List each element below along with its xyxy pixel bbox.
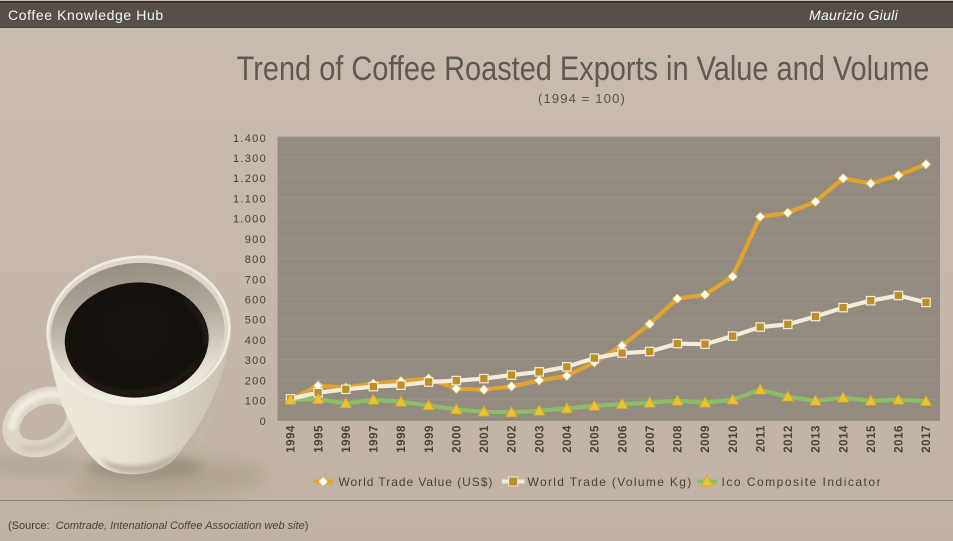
svg-text:300: 300 — [245, 355, 267, 367]
svg-text:2008: 2008 — [673, 425, 685, 453]
svg-text:1.300: 1.300 — [233, 153, 267, 165]
svg-text:2012: 2012 — [783, 425, 795, 453]
svg-text:500: 500 — [245, 315, 267, 327]
svg-text:2002: 2002 — [507, 425, 519, 453]
svg-text:1994: 1994 — [286, 425, 298, 453]
svg-text:World Trade (Volume Kg): World Trade (Volume Kg) — [528, 475, 693, 489]
svg-text:1.200: 1.200 — [233, 173, 267, 185]
svg-text:2013: 2013 — [811, 425, 823, 453]
svg-text:2016: 2016 — [894, 425, 906, 453]
svg-text:1.100: 1.100 — [233, 193, 267, 205]
svg-text:1997: 1997 — [369, 425, 381, 453]
svg-text:2015: 2015 — [866, 425, 878, 453]
svg-text:2007: 2007 — [645, 425, 657, 453]
svg-text:400: 400 — [245, 335, 267, 347]
svg-text:1998: 1998 — [396, 425, 408, 453]
svg-text:1.400: 1.400 — [233, 133, 267, 145]
svg-text:World Trade Value (US$): World Trade Value (US$) — [339, 475, 494, 489]
svg-text:2003: 2003 — [534, 425, 546, 453]
svg-text:200: 200 — [245, 375, 267, 387]
svg-text:100: 100 — [245, 396, 267, 408]
svg-text:2006: 2006 — [617, 425, 629, 453]
svg-text:1996: 1996 — [341, 425, 353, 453]
svg-text:1999: 1999 — [424, 425, 436, 453]
svg-text:2011: 2011 — [755, 425, 767, 452]
svg-text:800: 800 — [245, 254, 267, 266]
svg-text:Ico Composite Indicator: Ico Composite Indicator — [722, 475, 883, 489]
svg-text:2001: 2001 — [479, 425, 491, 453]
svg-text:2017: 2017 — [921, 425, 933, 453]
svg-text:1.000: 1.000 — [233, 214, 267, 226]
svg-text:2009: 2009 — [700, 425, 712, 453]
svg-text:600: 600 — [245, 295, 267, 307]
svg-text:700: 700 — [245, 274, 267, 286]
svg-text:0: 0 — [260, 416, 267, 428]
svg-text:2010: 2010 — [728, 425, 740, 453]
svg-text:2014: 2014 — [838, 425, 850, 453]
svg-text:2005: 2005 — [590, 425, 602, 453]
svg-text:2000: 2000 — [452, 425, 464, 453]
svg-text:900: 900 — [245, 234, 267, 246]
svg-text:2004: 2004 — [562, 425, 574, 453]
svg-text:1995: 1995 — [313, 425, 325, 453]
